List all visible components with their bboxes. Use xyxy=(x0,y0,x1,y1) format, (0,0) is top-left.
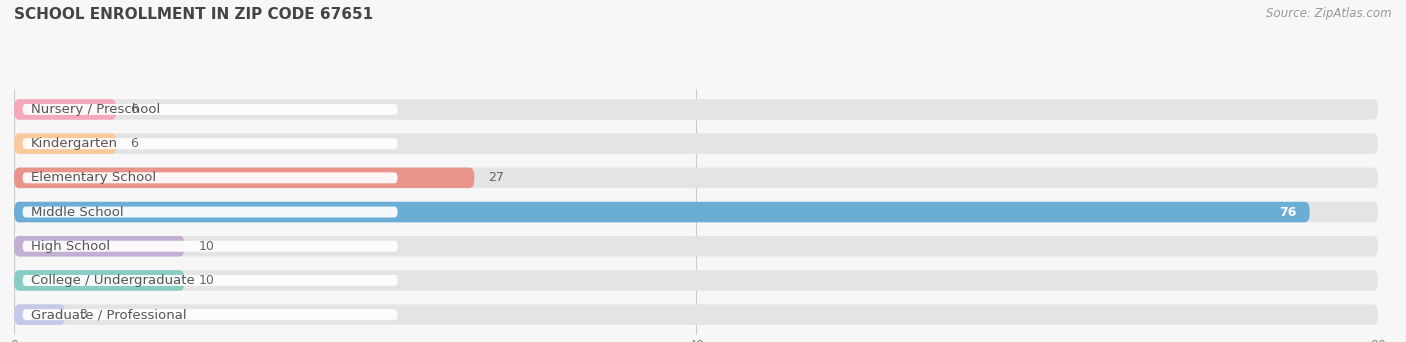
FancyBboxPatch shape xyxy=(14,133,1378,154)
FancyBboxPatch shape xyxy=(14,133,117,154)
FancyBboxPatch shape xyxy=(22,104,398,115)
Text: Graduate / Professional: Graduate / Professional xyxy=(31,308,187,321)
Text: 6: 6 xyxy=(129,137,138,150)
FancyBboxPatch shape xyxy=(14,270,1378,291)
FancyBboxPatch shape xyxy=(22,241,398,252)
Text: Elementary School: Elementary School xyxy=(31,171,156,184)
FancyBboxPatch shape xyxy=(14,168,1378,188)
Text: College / Undergraduate: College / Undergraduate xyxy=(31,274,195,287)
FancyBboxPatch shape xyxy=(14,202,1378,222)
FancyBboxPatch shape xyxy=(22,309,398,320)
FancyBboxPatch shape xyxy=(22,172,398,183)
Text: Nursery / Preschool: Nursery / Preschool xyxy=(31,103,160,116)
FancyBboxPatch shape xyxy=(14,202,1310,222)
Text: 76: 76 xyxy=(1278,206,1296,219)
FancyBboxPatch shape xyxy=(14,236,184,256)
FancyBboxPatch shape xyxy=(14,270,184,291)
Text: 3: 3 xyxy=(79,308,87,321)
Text: 10: 10 xyxy=(198,240,214,253)
FancyBboxPatch shape xyxy=(22,207,398,218)
FancyBboxPatch shape xyxy=(22,138,398,149)
FancyBboxPatch shape xyxy=(14,304,65,325)
FancyBboxPatch shape xyxy=(14,236,1378,256)
Text: Source: ZipAtlas.com: Source: ZipAtlas.com xyxy=(1267,7,1392,20)
Text: 10: 10 xyxy=(198,274,214,287)
FancyBboxPatch shape xyxy=(14,304,1378,325)
FancyBboxPatch shape xyxy=(14,168,474,188)
FancyBboxPatch shape xyxy=(14,99,1378,120)
Text: 6: 6 xyxy=(129,103,138,116)
FancyBboxPatch shape xyxy=(14,99,117,120)
FancyBboxPatch shape xyxy=(22,275,398,286)
Text: SCHOOL ENROLLMENT IN ZIP CODE 67651: SCHOOL ENROLLMENT IN ZIP CODE 67651 xyxy=(14,7,373,22)
Text: High School: High School xyxy=(31,240,110,253)
Text: Kindergarten: Kindergarten xyxy=(31,137,118,150)
Text: 27: 27 xyxy=(488,171,503,184)
Text: Middle School: Middle School xyxy=(31,206,124,219)
